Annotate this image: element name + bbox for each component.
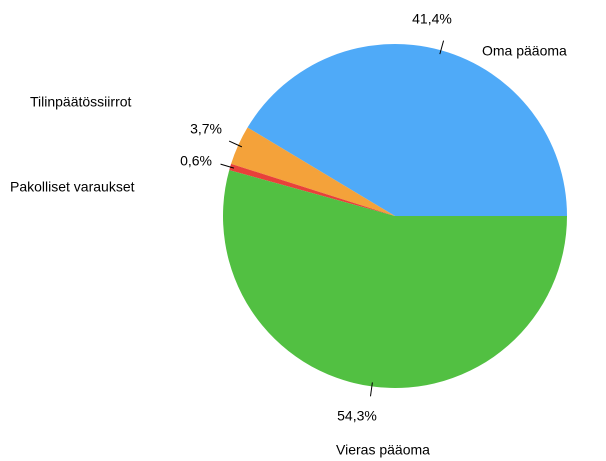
value-label: 0,6%: [180, 153, 212, 169]
value-label: 3,7%: [190, 121, 222, 137]
category-label: Oma pääoma: [482, 43, 567, 59]
category-label: Vieras pääoma: [336, 442, 430, 458]
leader-line: [228, 140, 243, 148]
leader-line: [439, 40, 445, 55]
pie-slice: [247, 44, 567, 217]
value-label: 41,4%: [412, 11, 452, 27]
pie-slice: [223, 170, 567, 389]
category-label: Tilinpäätössiirrot: [30, 94, 132, 110]
value-label: 54,3%: [337, 408, 377, 424]
pie-slice: [231, 127, 395, 216]
leader-line: [220, 163, 235, 169]
leader-line: [369, 382, 373, 397]
category-label: Pakolliset varaukset: [10, 179, 135, 195]
pie-slice: [229, 163, 395, 216]
